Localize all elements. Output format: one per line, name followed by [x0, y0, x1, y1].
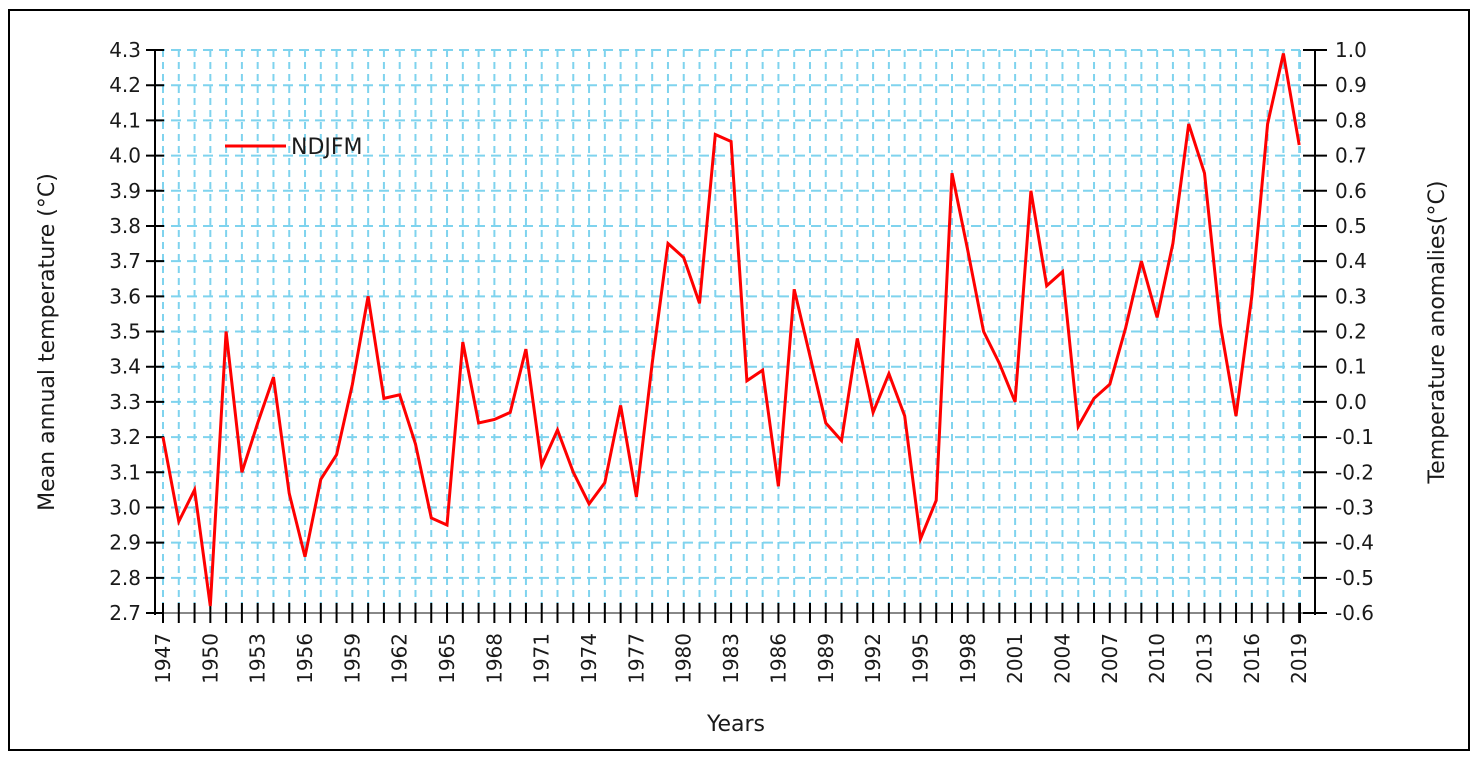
legend: NDJFM [225, 135, 363, 160]
x-tick-label: 1995 [908, 633, 932, 684]
y-tick-label: 3.7 [109, 249, 141, 273]
y-tick-label: 3.4 [109, 355, 141, 379]
y2-tick-label: -0.3 [1335, 495, 1374, 519]
y2-tick-label: 0.2 [1335, 320, 1367, 344]
x-tick-label: 2013 [1192, 633, 1216, 684]
y-tick-label: 3.5 [109, 320, 141, 344]
x-tick-label: 1974 [577, 633, 601, 684]
y-tick-label: 3.9 [109, 179, 141, 203]
x-axis: 1947 1950 1953 1956 1959 1962 1965 1968 1971 1974… [151, 603, 1311, 684]
x-tick-label: 1983 [719, 633, 743, 684]
y2-tick-label: -0.1 [1335, 425, 1374, 449]
x-tick-label: 1998 [956, 633, 980, 684]
y-tick-label: 2.8 [109, 566, 141, 590]
y2-tick-label: 0.6 [1335, 179, 1367, 203]
series-group [161, 53, 1301, 607]
y2-tick-label: -0.6 [1335, 601, 1374, 625]
x-tick-label: 1986 [766, 633, 790, 684]
y2-tick-label: 0.8 [1335, 108, 1367, 132]
y-tick-label: 3.1 [109, 460, 141, 484]
x-tick-label: 1980 [672, 633, 696, 684]
x-tick-label: 1962 [388, 633, 412, 684]
x-tick-label: 2016 [1240, 633, 1264, 684]
y2-tick-label: 0.5 [1335, 214, 1367, 238]
x-tick-label: 2001 [1003, 633, 1027, 684]
y2-tick-label: -0.4 [1335, 531, 1374, 555]
x-tick-label: 1992 [861, 633, 885, 684]
right-y-axis: 1.0 0.9 0.8 0.7 0.6 0.5 0.4 0.3 0.2 0.1 0.0 -0.1 -0.… [1303, 38, 1374, 625]
y-tick-label: 3.6 [109, 284, 141, 308]
x-axis-title: Years [706, 712, 765, 737]
y2-tick-label: 0.9 [1335, 73, 1367, 97]
left-y-axis: 4.3 4.2 4.1 4.0 3.9 3.8 3.7 3.6 3.5 3.4 3.3 3.2 3.1 3… [109, 38, 164, 625]
y-axis-title: Mean annual temperature (°C) [35, 173, 60, 511]
y2-tick-label: 1.0 [1335, 38, 1367, 62]
x-tick-label: 2019 [1287, 633, 1311, 684]
y2-tick-label: -0.5 [1335, 566, 1374, 590]
y-tick-label: 2.7 [109, 601, 141, 625]
y-tick-label: 2.9 [109, 531, 141, 555]
y2-tick-label: 0.3 [1335, 284, 1367, 308]
y-tick-label: 3.2 [109, 425, 141, 449]
y2-tick-label: 0.1 [1335, 355, 1367, 379]
y-tick-label: 4.0 [109, 144, 141, 168]
x-tick-label: 1956 [293, 633, 317, 684]
x-tick-label: 1971 [530, 633, 554, 684]
y2-tick-label: 0.4 [1335, 249, 1367, 273]
y-tick-label: 4.2 [109, 73, 141, 97]
x-tick-label: 1947 [151, 633, 175, 684]
y-tick-label: 3.3 [109, 390, 141, 414]
y-tick-label: 3.8 [109, 214, 141, 238]
x-tick-label: 2007 [1098, 633, 1122, 684]
y2-tick-label: -0.2 [1335, 460, 1374, 484]
x-tick-label: 1989 [814, 633, 838, 684]
y2-axis-title: Temperature anomalies(°C) [1425, 181, 1450, 485]
chart-frame [8, 9, 1470, 751]
y2-tick-label: 0.7 [1335, 144, 1367, 168]
legend-label-ndjfm: NDJFM [291, 135, 363, 160]
x-tick-label: 1959 [340, 633, 364, 684]
x-tick-label: 1953 [246, 633, 270, 684]
x-tick-label: 1968 [482, 633, 506, 684]
x-tick-label: 2010 [1145, 633, 1169, 684]
y-tick-label: 4.1 [109, 108, 141, 132]
y-tick-label: 4.3 [109, 38, 141, 62]
y-tick-label: 3.0 [109, 495, 141, 519]
x-tick-label: 1965 [435, 633, 459, 684]
y2-tick-label: 0.0 [1335, 390, 1367, 414]
x-tick-label: 1950 [198, 633, 222, 684]
x-tick-label: 2004 [1050, 633, 1074, 684]
x-tick-label: 1977 [624, 633, 648, 684]
